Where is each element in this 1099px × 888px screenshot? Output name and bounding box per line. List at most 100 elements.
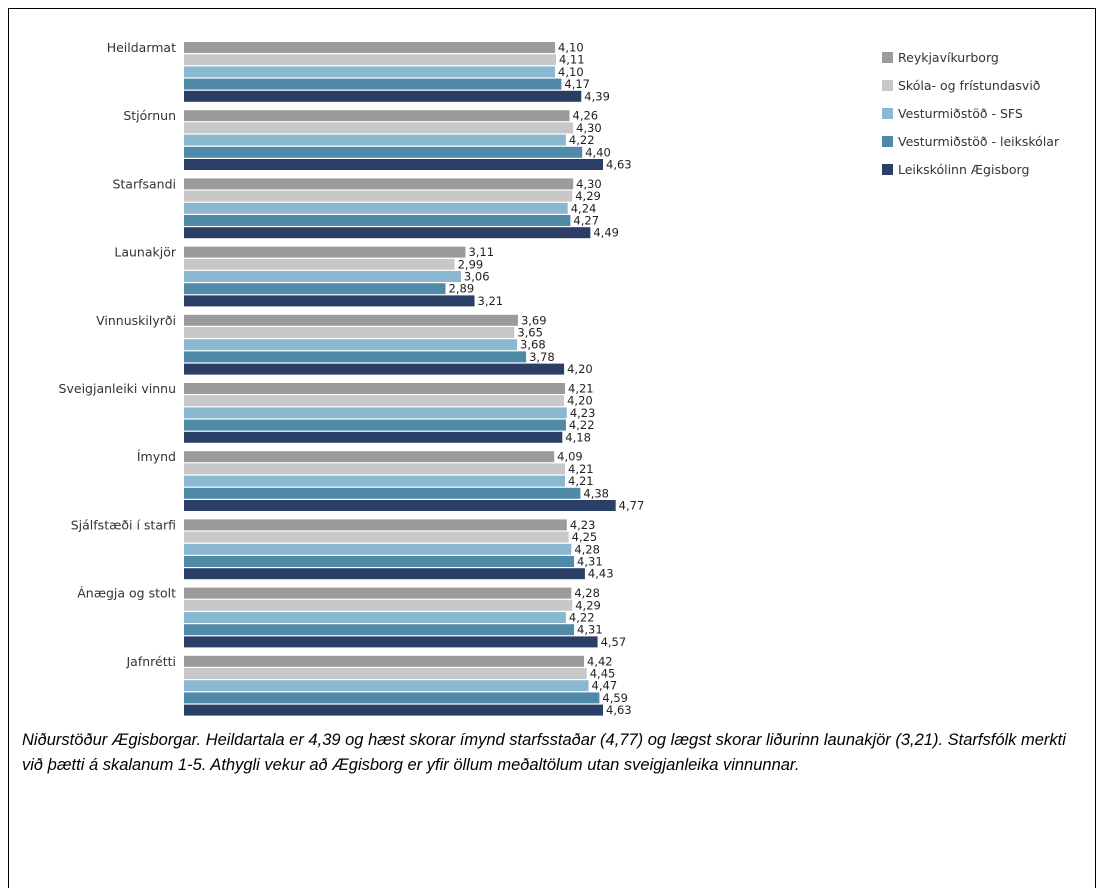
- value-label-sjalfsti-i-starfi-0: 4,23: [570, 518, 596, 532]
- legend-label-3: Vesturmiðstöð - leikskólar: [898, 134, 1060, 149]
- bar-jafnretti-2: [184, 680, 589, 692]
- value-label-launakjor-0: 3,11: [468, 245, 494, 259]
- value-label-jafnretti-3: 4,59: [602, 691, 628, 705]
- category-label-imynd: Ímynd: [137, 449, 176, 464]
- value-label-heildarmat-2: 4,10: [558, 65, 584, 79]
- value-label-sveigjanleiki-vinnu-1: 4,20: [567, 394, 593, 408]
- bar-sjalfsti-i-starfi-2: [184, 543, 572, 555]
- value-label-stjornun-2: 4,22: [569, 133, 595, 147]
- bar-launakjor-2: [184, 271, 461, 282]
- value-label-sjalfsti-i-starfi-1: 4,25: [572, 530, 598, 544]
- value-label-stjornun-3: 4,40: [585, 145, 611, 159]
- bar-starfsandi-3: [184, 215, 571, 226]
- bar-sveigjanleiki-vinnu-2: [184, 407, 567, 419]
- bar-angja-og-stolt-3: [184, 624, 575, 636]
- value-label-angja-og-stolt-3: 4,31: [577, 623, 603, 637]
- bar-heildarmat-3: [184, 78, 562, 90]
- value-label-jafnretti-2: 4,47: [592, 679, 618, 693]
- bar-imynd-0: [184, 451, 555, 463]
- bar-sjalfsti-i-starfi-0: [184, 519, 567, 531]
- bar-imynd-2: [184, 475, 566, 487]
- value-label-sveigjanleiki-vinnu-0: 4,21: [568, 382, 594, 396]
- value-label-angja-og-stolt-0: 4,28: [574, 586, 600, 600]
- bar-sveigjanleiki-vinnu-1: [184, 395, 565, 407]
- bars-group: [184, 42, 616, 716]
- value-label-vinnuskilyri-3: 3,78: [529, 350, 555, 364]
- value-label-imynd-1: 4,21: [568, 462, 594, 476]
- category-label-jafnretti: Jafnrétti: [126, 654, 177, 669]
- value-label-jafnretti-4: 4,63: [606, 703, 632, 717]
- legend-swatch-2: [882, 108, 893, 119]
- value-label-starfsandi-4: 4,49: [593, 226, 619, 240]
- value-label-sveigjanleiki-vinnu-3: 4,22: [569, 418, 595, 432]
- figure-caption: Niðurstöður Ægisborgar. Heildartala er 4…: [22, 731, 1066, 774]
- bar-sveigjanleiki-vinnu-0: [184, 383, 566, 394]
- category-label-sveigjanleiki-vinnu: Sveigjanleiki vinnu: [59, 381, 176, 396]
- value-label-sjalfsti-i-starfi-2: 4,28: [574, 542, 600, 556]
- bar-launakjor-3: [184, 283, 446, 295]
- bar-jafnretti-1: [184, 668, 587, 679]
- bar-sjalfsti-i-starfi-3: [184, 556, 575, 567]
- legend-swatch-0: [882, 52, 893, 63]
- legend-swatch-1: [882, 80, 893, 91]
- value-label-sjalfsti-i-starfi-3: 4,31: [577, 555, 603, 569]
- bar-stjornun-4: [184, 159, 604, 170]
- bar-angja-og-stolt-0: [184, 587, 572, 599]
- legend-label-4: Leikskólinn Ægisborg: [898, 162, 1029, 177]
- category-label-vinnuskilyri: Vinnuskilyrði: [96, 313, 176, 328]
- bar-jafnretti-3: [184, 692, 600, 704]
- bar-vinnuskilyri-1: [184, 327, 515, 338]
- bar-angja-og-stolt-1: [184, 599, 573, 611]
- bar-vinnuskilyri-2: [184, 339, 518, 351]
- value-label-heildarmat-0: 4,10: [558, 41, 584, 55]
- bar-vinnuskilyri-0: [184, 314, 518, 326]
- figure-frame: [8, 8, 1096, 888]
- value-label-vinnuskilyri-0: 3,69: [521, 313, 547, 327]
- category-label-stjornun: Stjórnun: [123, 108, 176, 123]
- legend-label-0: Reykjavíkurborg: [898, 50, 999, 65]
- value-label-jafnretti-1: 4,45: [590, 667, 616, 681]
- bar-imynd-3: [184, 487, 581, 499]
- value-label-sveigjanleiki-vinnu-4: 4,18: [565, 430, 591, 444]
- bar-heildarmat-2: [184, 66, 556, 78]
- bar-angja-og-stolt-4: [184, 636, 598, 648]
- legend-label-1: Skóla- og frístundasvið: [898, 78, 1040, 93]
- bar-sveigjanleiki-vinnu-3: [184, 419, 566, 431]
- bar-launakjor-4: [184, 295, 475, 307]
- category-label-launakjor: Launakjör: [114, 245, 176, 260]
- value-label-launakjor-1: 2,99: [458, 257, 484, 271]
- value-label-sjalfsti-i-starfi-4: 4,43: [588, 567, 614, 581]
- bar-starfsandi-1: [184, 190, 573, 202]
- value-label-starfsandi-1: 4,29: [575, 189, 601, 203]
- bar-starfsandi-4: [184, 227, 591, 239]
- value-label-starfsandi-0: 4,30: [576, 177, 602, 191]
- legend: Reykjavíkurborg Skóla- og frístundasvið Ve…: [882, 50, 1060, 177]
- bar-launakjor-1: [184, 258, 455, 270]
- category-label-angja-og-stolt: Ánægja og stolt: [77, 586, 176, 601]
- bar-sjalfsti-i-starfi-1: [184, 531, 569, 543]
- category-label-sjalfsti-i-starfi: Sjálfstæði í starfi: [71, 517, 176, 532]
- bar-imynd-4: [184, 500, 616, 511]
- value-label-vinnuskilyri-4: 4,20: [567, 362, 593, 376]
- bar-starfsandi-2: [184, 202, 568, 214]
- value-label-stjornun-0: 4,26: [573, 109, 599, 123]
- value-label-starfsandi-3: 4,27: [573, 214, 599, 228]
- bar-angja-og-stolt-2: [184, 612, 566, 623]
- legend-swatch-3: [882, 136, 893, 147]
- legend-swatch-4: [882, 164, 893, 175]
- bar-stjornun-2: [184, 134, 566, 146]
- value-label-stjornun-4: 4,63: [606, 158, 632, 172]
- value-label-imynd-4: 4,77: [619, 499, 645, 513]
- bar-vinnuskilyri-3: [184, 351, 527, 363]
- bar-sjalfsti-i-starfi-4: [184, 568, 585, 580]
- value-label-launakjor-3: 2,89: [449, 282, 475, 296]
- bar-jafnretti-4: [184, 704, 604, 716]
- value-label-sveigjanleiki-vinnu-2: 4,23: [570, 406, 596, 420]
- value-label-heildarmat-4: 4,39: [584, 89, 610, 103]
- category-label-starfsandi: Starfsandi: [112, 176, 176, 191]
- value-label-imynd-0: 4,09: [557, 450, 583, 464]
- value-label-jafnretti-0: 4,42: [587, 654, 613, 668]
- legend-label-2: Vesturmiðstöð - SFS: [898, 106, 1023, 121]
